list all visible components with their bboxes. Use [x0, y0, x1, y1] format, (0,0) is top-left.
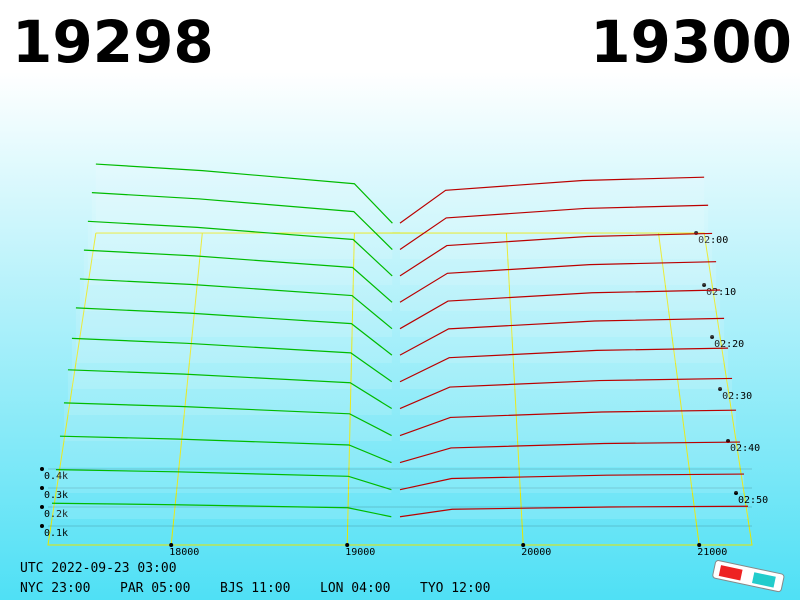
price-tick-label: 18000 [169, 547, 199, 558]
city-time: NYC 23:00 [20, 581, 90, 596]
price-tick-label: 20000 [521, 547, 551, 558]
ask-depth-line [399, 441, 741, 464]
bid-depth-line [79, 278, 393, 330]
time-tick-label: 02:40 [730, 443, 760, 454]
ask-depth-line [399, 377, 733, 410]
price-tick [521, 543, 526, 547]
best-ask: 19300 [590, 8, 792, 76]
bid-depth-line [67, 369, 393, 410]
city-time: TYO 12:00 [420, 581, 490, 596]
ask-depth-line [399, 409, 737, 437]
time-tick [702, 283, 707, 287]
snapshot [55, 469, 745, 493]
price-tick [345, 543, 350, 547]
bid-depth-line [95, 163, 393, 224]
snapshot [59, 435, 741, 467]
bid-depth-line [83, 249, 393, 303]
snapshot [71, 337, 729, 389]
depth-area [91, 192, 393, 259]
depth-area [400, 177, 705, 233]
ask-depth-line [399, 505, 749, 518]
bid-depth-line [71, 337, 393, 383]
price-grid-line [346, 232, 355, 546]
time-tick-label: 02:20 [714, 339, 744, 350]
time-tick [710, 335, 715, 339]
price-tick [697, 543, 702, 547]
price-tick [169, 543, 174, 547]
time-tick [718, 387, 723, 391]
depth-area [400, 474, 745, 493]
depth-area [400, 205, 709, 259]
snapshot [79, 278, 721, 337]
city-time: PAR 05:00 [120, 581, 190, 596]
bid-depth-line [75, 307, 393, 356]
depth-area [400, 378, 733, 415]
city-time: LON 04:00 [320, 581, 390, 596]
glasses-icon [712, 560, 785, 593]
snapshot [75, 307, 725, 363]
depth-area [400, 261, 717, 311]
depth-area [400, 290, 721, 337]
depth-tick [40, 467, 44, 471]
best-bid: 19298 [12, 8, 214, 76]
time-tick-label: 02:50 [738, 495, 768, 506]
price-grid-line [505, 232, 524, 546]
depth-area [400, 442, 741, 467]
snapshot [91, 192, 709, 259]
bid-depth-line [63, 402, 392, 437]
ask-depth-line [399, 473, 745, 491]
ask-depth-line [399, 232, 713, 277]
snapshot [67, 369, 733, 415]
depth-tick [40, 524, 44, 528]
depth-tick [40, 505, 44, 509]
ask-depth-line [399, 347, 729, 383]
snapshot [63, 402, 737, 441]
depth-area [87, 221, 393, 285]
depth-area [400, 506, 749, 519]
snapshot [87, 220, 713, 285]
depth-area [400, 318, 725, 363]
bid-depth-line [55, 469, 392, 491]
time-tick-label: 02:10 [706, 287, 736, 298]
bid-depth-line [59, 435, 392, 464]
depth-area [95, 164, 393, 233]
depth-area [400, 348, 729, 389]
depth-area [400, 233, 713, 285]
snapshot [83, 249, 717, 311]
utc-time: UTC 2022-09-23 03:00 [20, 561, 177, 576]
bid-depth-line [51, 502, 392, 518]
bid-depth-line [87, 220, 393, 277]
floor-frame [47, 232, 753, 546]
depth-tick [40, 486, 44, 490]
ask-depth-line [399, 204, 709, 251]
price-tick-label: 21000 [697, 547, 727, 558]
bid-depth-line [91, 192, 393, 250]
depth-tick-label: 0.2k [44, 509, 68, 520]
time-tick [734, 491, 739, 495]
time-tick-label: 02:00 [698, 235, 728, 246]
snapshot [95, 163, 705, 233]
ask-depth-line [399, 289, 721, 330]
price-grid-line [658, 232, 700, 546]
ask-depth-line [399, 261, 717, 303]
ask-depth-line [399, 317, 725, 356]
price-tick-label: 19000 [345, 547, 375, 558]
depth-tick-label: 0.4k [44, 471, 68, 482]
snapshot [51, 502, 749, 519]
city-time: BJS 11:00 [220, 581, 290, 596]
depth-area [400, 410, 737, 441]
time-tick-label: 02:30 [722, 391, 752, 402]
ask-depth-line [399, 176, 705, 224]
depth-tick-label: 0.3k [44, 490, 68, 501]
depth-tick-label: 0.1k [44, 528, 68, 539]
